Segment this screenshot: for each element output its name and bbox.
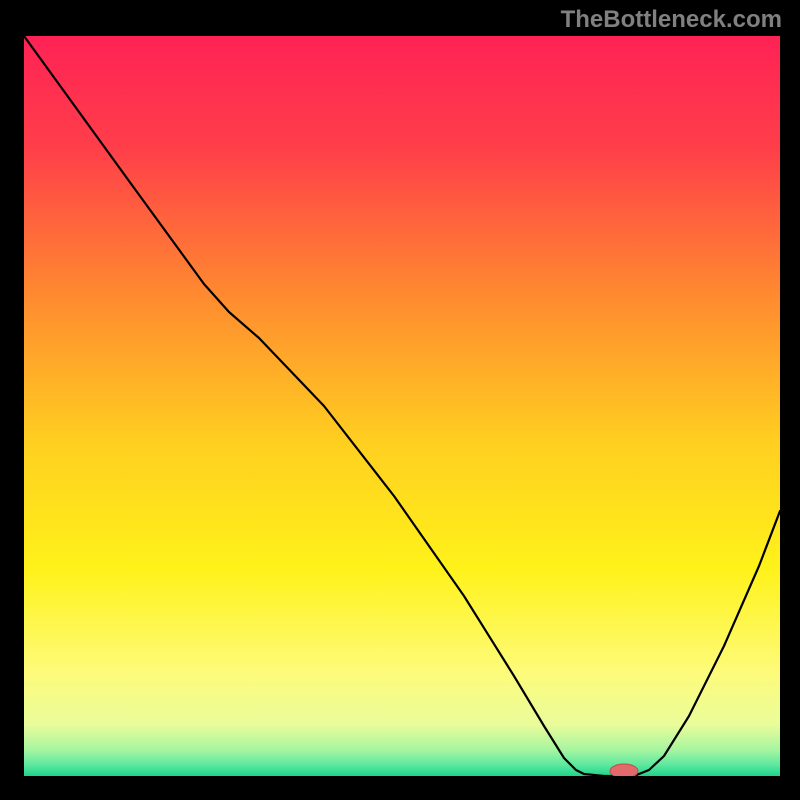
- bottleneck-chart: [24, 36, 780, 776]
- watermark-text: TheBottleneck.com: [561, 6, 782, 34]
- app-frame: TheBottleneck.com: [0, 0, 800, 800]
- gradient-fill-rect: [24, 36, 780, 776]
- target-marker: [610, 764, 638, 776]
- plot-area: [24, 36, 780, 776]
